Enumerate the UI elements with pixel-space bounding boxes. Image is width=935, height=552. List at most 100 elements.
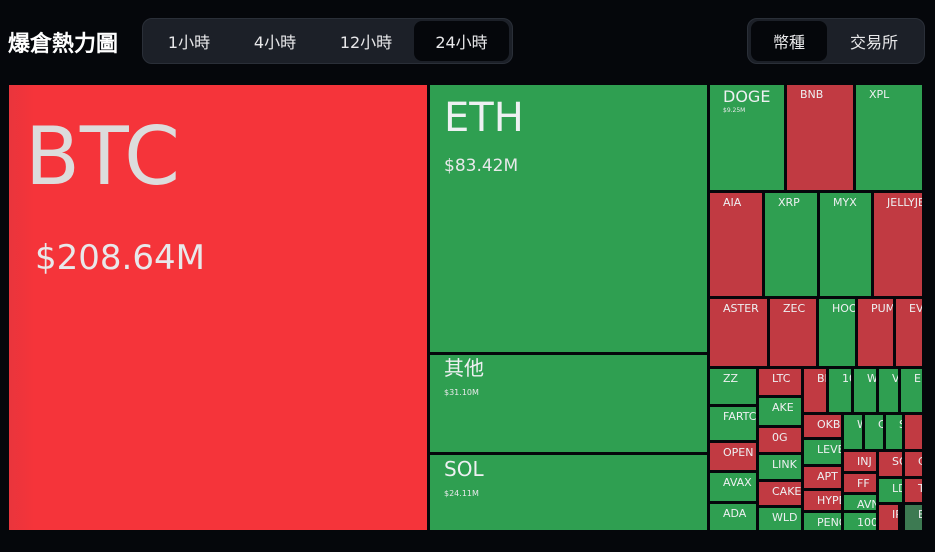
tile-label: LTC	[772, 372, 791, 385]
tile[interactable]: FF	[843, 473, 877, 493]
view-tab[interactable]: 幣種	[751, 21, 827, 61]
tile-label: B	[918, 508, 922, 522]
tile-label: HOOK	[832, 302, 855, 315]
tile[interactable]: LD	[878, 478, 903, 503]
tile[interactable]: BNB	[786, 84, 854, 191]
tile[interactable]: S	[885, 414, 903, 450]
tile-value: $9.25M	[723, 107, 746, 115]
tile[interactable]: EN	[900, 368, 923, 413]
tile[interactable]: LINK	[758, 454, 802, 480]
tile[interactable]: BTC $208.64M	[8, 84, 428, 531]
tile-label: WI	[867, 372, 877, 385]
tile-value: $24.11M	[444, 489, 479, 498]
tile[interactable]: DOGE $9.25M	[709, 84, 785, 191]
tile-label: LEVE	[817, 443, 842, 456]
tile-label: BNB	[800, 88, 824, 101]
tile-label: AKE	[772, 401, 794, 414]
tile[interactable]: PENG	[803, 512, 842, 531]
tile[interactable]: ETH $83.42M	[429, 84, 708, 353]
tile-label: BTC	[25, 110, 180, 203]
tile[interactable]: OPEN	[709, 442, 757, 471]
tile-label: C	[878, 418, 883, 432]
timeframe-tab[interactable]: 12小時	[339, 33, 393, 52]
view-tabs: 幣種 交易所	[747, 18, 925, 64]
tile-label: 1000	[857, 516, 876, 529]
tile[interactable]: ADA	[709, 503, 757, 531]
tile[interactable]: VI	[878, 368, 899, 413]
tile-label: IP	[892, 508, 898, 521]
view-tab[interactable]: 交易所	[849, 33, 898, 52]
tile[interactable]: LEVE	[803, 439, 842, 465]
tile[interactable]: W	[843, 414, 863, 450]
tile-label: PUMP	[871, 302, 893, 315]
tile[interactable]: WLD	[758, 507, 802, 531]
tile[interactable]: CAKE	[758, 481, 802, 506]
tile[interactable]: ZZ	[709, 368, 757, 405]
tile[interactable]: 其他 $31.10M	[429, 354, 708, 453]
tile-label: ZEC	[783, 302, 806, 315]
tile[interactable]: TI	[904, 478, 923, 503]
tile[interactable]: WI	[853, 368, 877, 413]
tile[interactable]: JELLYJE	[873, 192, 923, 297]
timeframe-tab[interactable]: 1小時	[167, 33, 211, 52]
tile[interactable]: AVN	[843, 494, 877, 511]
tile-label: PENG	[817, 516, 841, 529]
tile-label: MYX	[833, 196, 857, 209]
tile-label: ADA	[723, 507, 747, 520]
page-title: 爆倉熱力圖	[8, 32, 119, 57]
tile[interactable]: MYX	[819, 192, 872, 297]
tile[interactable]: AVAX	[709, 472, 757, 502]
tile[interactable]: IP	[878, 504, 899, 531]
tile-label: 10	[842, 372, 851, 385]
timeframe-tabs: 1小時 4小時 12小時 24小時	[142, 18, 513, 64]
tile[interactable]: XRP	[764, 192, 818, 297]
tile[interactable]: 10	[828, 368, 852, 413]
tile[interactable]: SOL $24.11M	[429, 454, 708, 531]
tile-label: OPEN	[723, 446, 754, 459]
tile-label: INJ	[857, 455, 872, 468]
tile-label: HYPE	[817, 494, 841, 507]
timeframe-tab[interactable]: 24小時	[414, 21, 509, 61]
tile-label: AIA	[723, 196, 742, 209]
tile[interactable]: 0G	[758, 427, 802, 453]
tile[interactable]: AIA	[709, 192, 763, 297]
tile-label: LINK	[772, 458, 797, 471]
tile-label: EN	[914, 372, 922, 385]
tile[interactable]	[904, 414, 923, 450]
tile[interactable]: PUMP	[857, 298, 894, 367]
tile[interactable]: INJ	[843, 451, 877, 472]
tile-label: S	[899, 418, 902, 432]
tile-label: SOL	[444, 457, 484, 481]
tile[interactable]: LTC	[758, 368, 802, 396]
tile-label: VI	[892, 372, 899, 385]
tile-label: AVAX	[723, 476, 752, 489]
tile[interactable]: ASTER	[709, 298, 768, 367]
tile-value: $83.42M	[444, 156, 519, 176]
tile-label: W	[857, 418, 862, 432]
tile-label: BL	[817, 372, 826, 385]
tile[interactable]: OKB	[803, 414, 842, 438]
tile-label: ETH	[444, 95, 524, 141]
tile[interactable]: HOOK	[818, 298, 856, 367]
tile[interactable]: CE	[904, 451, 923, 477]
tile-label: XRP	[778, 196, 800, 209]
tile[interactable]: BL	[803, 368, 827, 413]
tile[interactable]: EVA	[895, 298, 923, 367]
tile[interactable]: ZEC	[769, 298, 817, 367]
tile[interactable]: AKE	[758, 397, 802, 426]
tile[interactable]: APT	[803, 466, 842, 489]
tile[interactable]: 1000	[843, 512, 877, 531]
tile[interactable]: B	[904, 504, 923, 531]
tile[interactable]: XPL	[855, 84, 923, 191]
tile[interactable]: HYPE	[803, 490, 842, 511]
tile-label: EVA	[909, 302, 923, 315]
tile[interactable]: C	[864, 414, 884, 450]
tile-label: ASTER	[723, 302, 759, 315]
tile-label: AVN	[857, 498, 876, 511]
tile-value: $31.10M	[444, 388, 479, 397]
tile-label: 0G	[772, 431, 788, 444]
tile[interactable]: SO	[878, 451, 903, 477]
timeframe-tab[interactable]: 4小時	[253, 33, 297, 52]
